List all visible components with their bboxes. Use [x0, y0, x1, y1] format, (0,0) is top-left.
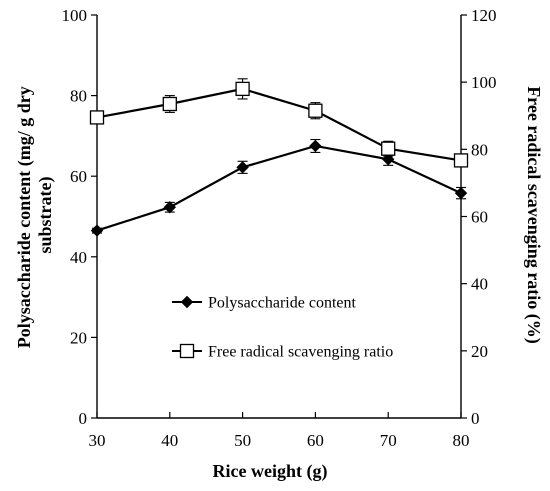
y-left-tick-label: 0 — [79, 409, 88, 428]
x-axis-title: Rice weight (g) — [213, 461, 328, 482]
y-right-tick-label: 60 — [471, 208, 488, 227]
legend-item-1: Polysaccharide content — [172, 295, 357, 312]
y-left-tick-label: 100 — [62, 6, 88, 25]
data-point — [454, 186, 468, 200]
x-tick-label: 80 — [453, 431, 470, 450]
data-point — [236, 161, 249, 174]
data-point — [309, 139, 322, 153]
legend: Polysaccharide content Free radical scave… — [172, 295, 393, 361]
y-left-tick-label: 20 — [70, 328, 87, 347]
y-right-tick-label: 100 — [471, 73, 497, 92]
x-tick-label: 60 — [307, 431, 324, 450]
x-tick-label: 40 — [161, 431, 178, 450]
legend-marker — [180, 295, 194, 309]
y-left-tick-label: 40 — [70, 248, 87, 267]
y-right-tick-label: 40 — [471, 275, 488, 294]
data-point — [89, 110, 105, 125]
y-axis-left-title: Polysaccharide content (mg/ g dry substr… — [14, 82, 56, 348]
series-line — [96, 144, 462, 232]
y-left-tick-label: 80 — [70, 87, 87, 106]
data-point — [235, 81, 250, 97]
legend-marker — [179, 343, 195, 359]
data-point — [162, 96, 177, 112]
y-right-tick-label: 20 — [471, 342, 488, 361]
legend-label: Polysaccharide content — [208, 295, 357, 312]
series-layer — [89, 78, 469, 237]
x-tick-label: 30 — [89, 431, 106, 450]
x-tick-label: 50 — [234, 431, 251, 450]
y-axis-right-title: Free radical scavenging ratio (%) — [523, 86, 544, 344]
data-point — [381, 141, 396, 156]
data-point — [90, 224, 104, 237]
legend-label: Free radical scavenging ratio — [208, 344, 393, 361]
y-right-tick-label: 120 — [471, 6, 497, 25]
data-point — [163, 201, 177, 214]
series-2 — [89, 78, 469, 168]
data-point — [453, 153, 469, 168]
series-1 — [90, 138, 468, 237]
data-point — [308, 103, 323, 118]
y-axis-left-title-line-2: substrate) — [35, 177, 56, 254]
series-line — [96, 87, 462, 162]
x-tick-label: 70 — [380, 431, 397, 450]
legend-item-2: Free radical scavenging ratio — [172, 344, 393, 361]
y-right-tick-label: 80 — [471, 140, 488, 159]
y-axis-left-title-line-1: Polysaccharide content (mg/ g dry — [14, 86, 35, 348]
y-left-tick-label: 60 — [70, 167, 87, 186]
y-right-tick-label: 0 — [471, 409, 480, 428]
